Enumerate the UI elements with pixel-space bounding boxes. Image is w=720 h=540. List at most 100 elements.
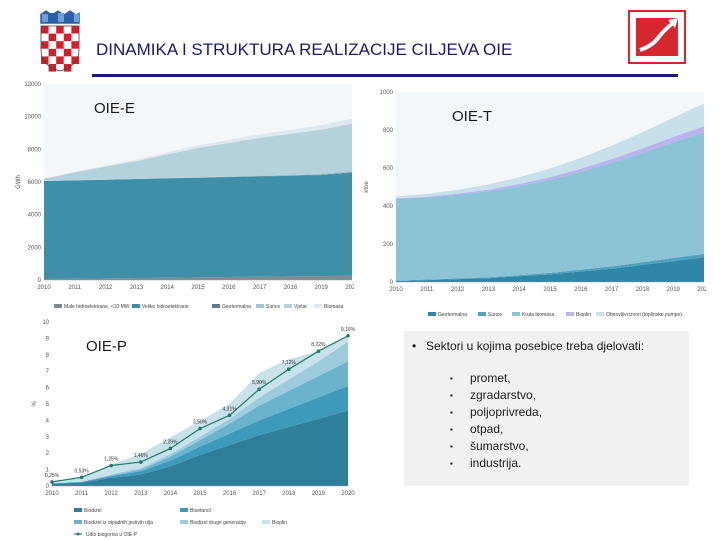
- legend-label: Bioplin: [576, 312, 591, 318]
- x-tick-label: 2017: [253, 285, 267, 291]
- series-area: [396, 257, 704, 282]
- crest-square: [48, 48, 57, 57]
- legend-label: Obnovljivi izvori (toplinske pumpe): [606, 312, 682, 318]
- x-tick-label: 2019: [667, 287, 681, 293]
- legend-label: Biodizel iz otpadnih jestivih ulja: [84, 520, 153, 526]
- x-tick-label: 2019: [312, 491, 326, 497]
- x-tick-label: 2013: [130, 285, 144, 291]
- oie-p-label: OIE-P: [86, 338, 127, 355]
- oie-t-label: OIE-T: [452, 108, 492, 125]
- x-tick-label: 2017: [253, 491, 267, 497]
- list-item-text: promet,: [470, 371, 511, 385]
- y-tick-label: 12000: [24, 82, 41, 88]
- y-tick-label: 400: [383, 204, 394, 210]
- legend-swatch: [74, 520, 82, 524]
- y-axis-label: %: [32, 401, 38, 407]
- x-tick-label: 2020: [697, 287, 706, 293]
- y-tick-label: 0: [46, 484, 50, 490]
- crest-square: [63, 41, 72, 49]
- crest-square: [56, 33, 64, 42]
- y-tick-label: 8: [46, 353, 50, 359]
- crest-square: [41, 64, 49, 72]
- x-tick-label: 2020: [341, 491, 355, 497]
- oie-p-chart: 0 1 2 3 4 5 6 7 8 9 10% 2010 2011 2012 2013 2014 2015 201…: [30, 316, 362, 538]
- line-point: [257, 387, 261, 392]
- bullet-icon: ▪: [450, 425, 453, 434]
- list-item-text: industrija.: [470, 456, 522, 470]
- sectors-box: • Sektori u kojima posebice treba djelov…: [404, 331, 689, 486]
- x-tick-label: 2020: [345, 285, 354, 291]
- crest-square: [63, 26, 72, 34]
- ministry-logo-icon: [628, 10, 686, 64]
- oie-e-chart-svg: 0 2000 4000 6000 8000 10000 12000 GWh 2010 2011 20…: [16, 82, 354, 310]
- x-tick-label: 2011: [420, 287, 434, 293]
- series-area: [44, 275, 352, 280]
- legend-swatch: [566, 312, 574, 316]
- page-title: DINAMIKA I STRUKTURA REALIZACIJE CILJEVA…: [96, 40, 513, 59]
- crest-square: [71, 33, 79, 42]
- y-tick-label: 10: [42, 320, 49, 326]
- y-tick-label: 5: [46, 402, 50, 408]
- data-label: 9,16%: [341, 327, 356, 333]
- x-tick-label: 2011: [75, 491, 89, 497]
- x-tick-label: 2014: [164, 491, 178, 497]
- x-tick-label: 2014: [513, 287, 527, 293]
- legend-label: Biodizel: [84, 508, 102, 514]
- x-tick-label: 2012: [451, 287, 465, 293]
- crest-square: [56, 56, 64, 64]
- y-tick-label: 9: [46, 336, 50, 342]
- crest-square: [71, 41, 79, 49]
- line-point: [79, 475, 84, 480]
- legend-swatch: [314, 304, 322, 308]
- crest-square: [48, 26, 57, 34]
- data-label: 5,90%: [252, 380, 267, 386]
- crest-square: [71, 64, 79, 72]
- data-label: 8,22%: [311, 342, 326, 348]
- x-tick-label: 2013: [134, 491, 148, 497]
- bullet-icon: ▪: [450, 459, 453, 468]
- oie-e-label: OIE-E: [94, 100, 135, 117]
- crest-square: [41, 41, 49, 49]
- y-tick-label: 2000: [28, 245, 42, 251]
- series-area: [44, 123, 352, 182]
- legend-label: Geotermalna: [222, 304, 251, 310]
- line-point: [198, 426, 202, 431]
- series-area: [44, 118, 352, 179]
- oie-p-chart-svg: 0 1 2 3 4 5 6 7 8 9 10% 2010 2011 2012 2013 2014 2015 201…: [32, 320, 356, 538]
- crest-square: [71, 48, 79, 57]
- line-point: [109, 463, 113, 468]
- oie-e-chart: 0 2000 4000 6000 8000 10000 12000 GWh 2010 2011 20…: [14, 80, 354, 312]
- list-item-text: poljoprivreda,: [470, 405, 543, 419]
- crest-square: [63, 48, 72, 57]
- x-tick-label: 2019: [315, 285, 329, 291]
- line-point: [346, 333, 350, 338]
- legend-label: Biomasa: [324, 304, 344, 310]
- bullet-icon: ▪: [450, 442, 453, 451]
- legend-label: Vjetar: [294, 304, 307, 310]
- crest-square: [56, 48, 64, 57]
- legend-label: Sunce: [488, 312, 502, 318]
- data-label: 7,12%: [282, 360, 297, 366]
- data-label: 4,31%: [223, 406, 238, 412]
- x-tick-label: 2010: [45, 491, 59, 497]
- y-tick-label: 800: [383, 128, 394, 134]
- line-point: [227, 413, 232, 418]
- sectors-heading-text: Sektori u kojima posebice treba djelovat…: [426, 339, 645, 353]
- series-area: [52, 410, 348, 486]
- x-tick-label: 2015: [193, 491, 207, 497]
- data-label: 1,46%: [134, 453, 149, 459]
- legend-swatch: [212, 304, 220, 308]
- x-tick-label: 2010: [37, 285, 51, 291]
- x-tick-label: 2012: [99, 285, 113, 291]
- y-tick-label: 7: [46, 369, 50, 375]
- crest-square: [48, 41, 57, 49]
- y-tick-label: 3: [46, 435, 50, 441]
- legend-swatch: [284, 304, 292, 308]
- croatian-coat-of-arms-icon: [39, 10, 81, 72]
- x-tick-label: 2017: [605, 287, 619, 293]
- x-tick-label: 2013: [482, 287, 496, 293]
- oie-t-chart: 0 200 400 600 800 1000 ktoe 2010 2011 2012 2013 201…: [360, 80, 706, 322]
- x-tick-label: 2012: [105, 491, 119, 497]
- y-tick-label: 6: [46, 386, 50, 392]
- list-item-text: šumarstvo,: [470, 439, 529, 453]
